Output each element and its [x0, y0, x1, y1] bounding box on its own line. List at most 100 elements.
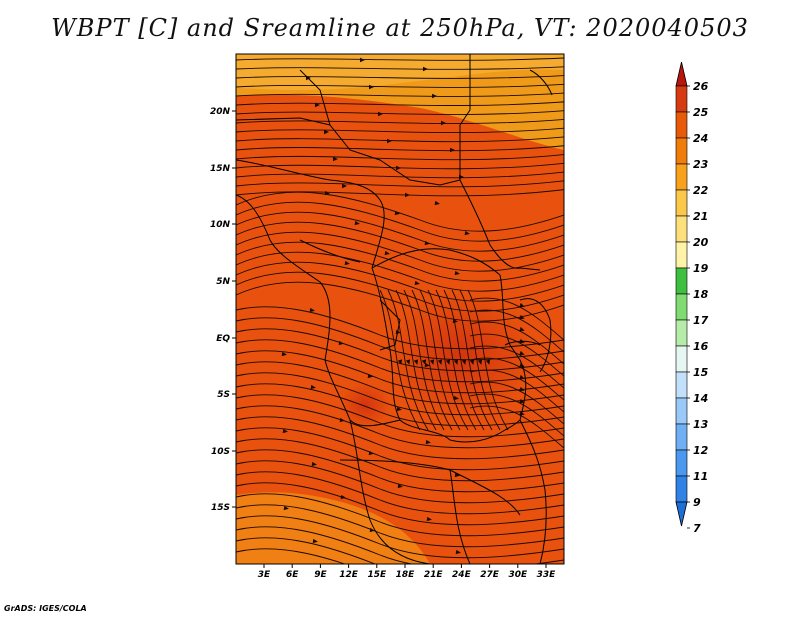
lon-tick-label: 15E: [367, 570, 387, 580]
streamline-arrow: [324, 129, 329, 135]
lon-tick-label: 30E: [508, 570, 528, 580]
colorbar-label: 26: [693, 80, 709, 93]
streamline-arrow: [425, 439, 431, 445]
streamline-arrow: [405, 192, 410, 198]
streamline: [469, 405, 564, 449]
streamline-arrow: [432, 93, 437, 99]
streamline-arrow: [464, 230, 470, 236]
latitude-axis: 20N 15N 10N 5N EQ 5S 10S 15S: [210, 107, 236, 513]
colorbar-segment: [675, 475, 688, 503]
lat-tick-label: 5S: [217, 390, 230, 400]
lat-tick-label: 15N: [210, 164, 231, 174]
colorbar-label: 11: [693, 470, 708, 483]
streamline-arrow: [339, 417, 345, 423]
lat-tick-label: 10N: [210, 220, 231, 230]
lon-tick-label: 21E: [424, 570, 444, 580]
streamline-arrow: [413, 359, 419, 365]
streamline-arrow: [283, 505, 289, 511]
streamline: [236, 241, 564, 282]
streamline-arrow: [394, 210, 400, 216]
streamline: [236, 493, 564, 537]
streamline-arrow: [387, 138, 392, 144]
streamline-arrow: [454, 472, 460, 478]
streamline: [236, 515, 564, 559]
streamline-arrow: [445, 359, 451, 365]
credit-text: GrADS: IGES/COLA: [4, 604, 87, 613]
lat-tick-label: 10S: [211, 447, 230, 457]
streamline-arrow: [354, 220, 360, 226]
lon-tick-label: 18E: [396, 570, 416, 580]
streamline-arrow: [424, 362, 430, 368]
streamline: [236, 427, 564, 471]
colorbar-segment: [675, 215, 688, 243]
colorbar-label: 20: [693, 236, 709, 249]
streamline-arrow: [519, 326, 525, 332]
streamline-arrow: [519, 314, 525, 320]
streamline: [236, 136, 564, 143]
streamline: [236, 231, 564, 272]
streamline: [379, 289, 421, 431]
streamline-arrow: [441, 120, 446, 126]
streamline-arrow: [396, 406, 402, 412]
streamline: [236, 361, 564, 405]
colorbar-label: 16: [693, 340, 709, 353]
streamline-arrow: [396, 165, 401, 171]
streamline: [236, 201, 564, 242]
streamline-arrow: [519, 350, 525, 356]
streamline: [236, 372, 564, 416]
colorbar-segment: [675, 397, 688, 425]
colorbar-label: 23: [693, 158, 709, 171]
streamline: [387, 289, 429, 431]
colorbar-segment: [675, 345, 688, 373]
streamline-arrow: [469, 359, 475, 365]
streamline-arrow: [455, 549, 461, 555]
streamline: [236, 306, 564, 350]
streamline-arrow: [426, 516, 432, 522]
streamline: [236, 75, 564, 79]
streamline: [236, 171, 564, 179]
colorbar-label: 9: [693, 496, 701, 509]
streamline: [236, 211, 564, 252]
colorbar-segment: [675, 189, 688, 217]
streamline-arrow: [450, 147, 455, 153]
colorbar-label: 13: [693, 418, 709, 431]
colorbar-segment: [675, 85, 688, 113]
streamline-arrow: [519, 374, 525, 380]
streamline: [236, 449, 564, 493]
streamline-arrow: [338, 340, 344, 346]
colorbar-segment: [675, 293, 688, 321]
lon-tick-label: 33E: [537, 570, 557, 580]
streamline-arrow: [453, 359, 459, 365]
colorbar-segment: [675, 371, 688, 399]
streamline-arrow: [384, 250, 390, 256]
streamline-arrow: [519, 386, 525, 392]
streamline: [236, 57, 564, 61]
streamline: [236, 394, 564, 438]
streamline: [236, 127, 564, 134]
lon-tick-label: 6E: [286, 570, 299, 580]
streamline: [236, 328, 564, 372]
streamline-arrow: [324, 190, 330, 196]
streamline-arrow: [340, 494, 346, 500]
streamline: [236, 145, 564, 152]
streamline: [236, 339, 564, 383]
streamline-arrow: [333, 156, 338, 162]
streamline-arrow: [477, 359, 483, 365]
streamline-arrow: [369, 527, 375, 533]
colorbar-label: 17: [693, 314, 709, 327]
streamline: [236, 537, 377, 564]
streamline-arrow: [429, 359, 435, 365]
longitude-axis: 3E 6E 9E 12E 15E 18E 21E 24E 27E 30E 33E: [258, 564, 556, 580]
streamline-arrow: [282, 428, 288, 434]
lon-tick-label: 12E: [339, 570, 359, 580]
streamline: [236, 189, 564, 197]
streamline: [451, 289, 493, 431]
colorbar-segment: [675, 163, 688, 191]
lon-tick-label: 3E: [258, 570, 271, 580]
streamline: [435, 289, 477, 431]
colorbar-label: 22: [693, 184, 709, 197]
map-frame: [235, 53, 565, 565]
streamline: [236, 438, 564, 482]
streamline-arrow: [368, 450, 374, 456]
